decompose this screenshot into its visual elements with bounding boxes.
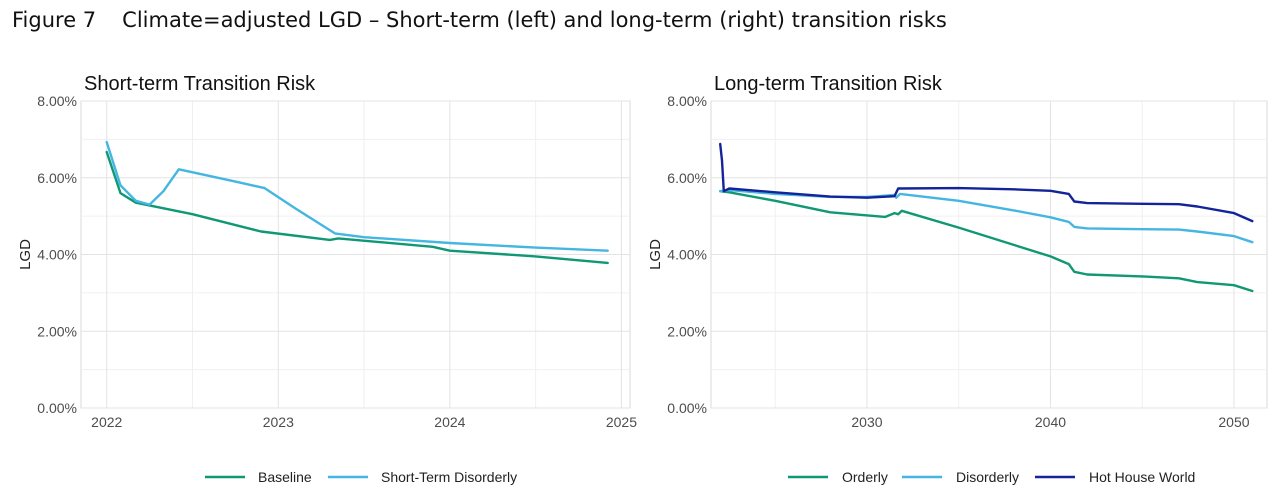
x-tick-label: 2040 xyxy=(1035,414,1066,430)
y-axis-title: LGD xyxy=(17,239,34,270)
y-tick-label: 6.00% xyxy=(37,170,77,186)
chart-title: Short-term Transition Risk xyxy=(84,73,316,95)
series-line xyxy=(105,150,609,265)
series-line xyxy=(719,189,1254,293)
y-tick-label: 8.00% xyxy=(37,93,77,109)
legend-label: Baseline xyxy=(258,469,312,485)
chart-title: Long-term Transition Risk xyxy=(714,73,943,95)
y-tick-label: 6.00% xyxy=(667,170,707,186)
x-tick-label: 2025 xyxy=(606,414,637,430)
legend-label: Hot House World xyxy=(1089,469,1195,485)
legend-label: Orderly xyxy=(842,469,888,485)
y-tick-label: 0.00% xyxy=(37,400,77,416)
y-axis-title: LGD xyxy=(647,239,664,270)
y-tick-label: 0.00% xyxy=(667,400,707,416)
legend-label: Disorderly xyxy=(956,469,1019,485)
y-tick-label: 2.00% xyxy=(37,323,77,339)
y-tick-label: 4.00% xyxy=(667,247,707,263)
x-tick-label: 2022 xyxy=(91,414,122,430)
figure-title: Climate=adjusted LGD – Short-term (left)… xyxy=(122,8,947,32)
figure-number: Figure 7 xyxy=(12,8,97,32)
y-tick-label: 8.00% xyxy=(667,93,707,109)
legend-label: Short-Term Disorderly xyxy=(381,469,517,485)
x-tick-label: 2023 xyxy=(263,414,294,430)
y-tick-label: 2.00% xyxy=(667,323,707,339)
series-line xyxy=(719,142,1254,223)
y-tick-label: 4.00% xyxy=(37,247,77,263)
x-tick-label: 2050 xyxy=(1218,414,1249,430)
chart-panel-2: 0.00% 2.00% 4.00% 6.00% 8.00% 2030 2040 2050 Lon… xyxy=(647,73,1268,485)
figure-header: Figure 7 Climate=adjusted LGD – Short-te… xyxy=(12,4,947,36)
x-tick-label: 2024 xyxy=(434,414,465,430)
x-tick-label: 2030 xyxy=(851,414,882,430)
series-line xyxy=(105,140,609,252)
chart-panel-1: 0.00% 2.00% 4.00% 6.00% 8.00% 2022 2023 2024 202… xyxy=(17,73,637,485)
